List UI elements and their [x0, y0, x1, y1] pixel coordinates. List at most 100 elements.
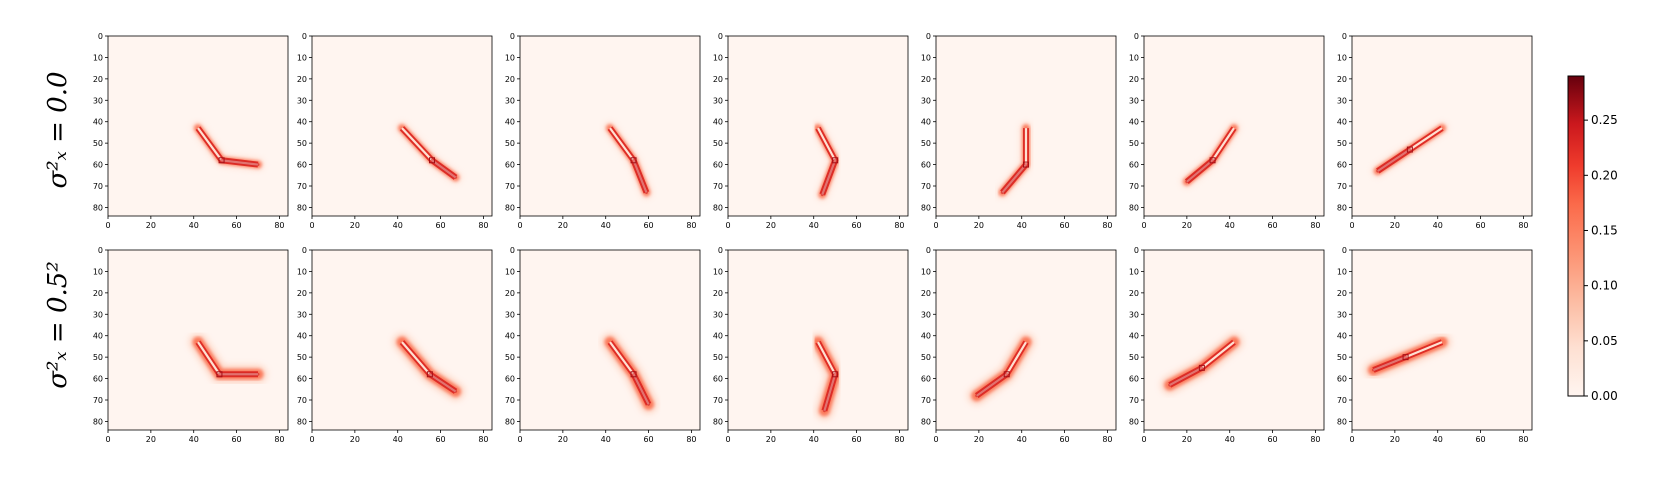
y-tick-label: 60	[1129, 375, 1139, 384]
x-tick-label: 0	[725, 435, 730, 444]
x-tick-label: 60	[851, 221, 861, 230]
x-tick-label: 0	[309, 221, 314, 230]
x-tick-label: 80	[478, 435, 488, 444]
y-tick-label: 50	[921, 139, 931, 148]
y-tick-label: 30	[713, 310, 723, 319]
y-tick-label: 40	[713, 118, 723, 127]
arm-distal	[1185, 158, 1215, 184]
x-tick-label: 80	[894, 435, 904, 444]
y-tick-label: 20	[713, 289, 723, 298]
x-tick-label: 20	[1390, 221, 1400, 230]
panel-frame	[935, 249, 1117, 431]
y-tick-label: 10	[297, 53, 307, 62]
y-tick-label: 30	[1129, 310, 1139, 319]
x-tick-label: 40	[393, 435, 403, 444]
panel-frame	[1351, 249, 1533, 431]
y-tick-label: 10	[505, 53, 515, 62]
y-tick-label: 40	[1129, 118, 1139, 127]
y-tick-label: 50	[1337, 353, 1347, 362]
arm-distal	[428, 372, 458, 393]
colorbar: 0.00 0.05 0.10 0.15 0.20 0.25	[1567, 75, 1618, 403]
y-tick-label: 0	[302, 246, 307, 255]
y-tick-label: 0	[1134, 32, 1139, 41]
x-tick-label: 20	[558, 221, 568, 230]
y-tick-label: 10	[921, 267, 931, 276]
y-tick-label: 60	[505, 161, 515, 170]
x-tick-label: 40	[1017, 435, 1027, 444]
row-label-text-1: σ²ₓ = 0.5²	[43, 261, 73, 389]
arm-distal	[632, 372, 651, 406]
row-label-text-0: σ²ₓ = 0.0	[43, 71, 73, 188]
y-tick-label: 50	[297, 139, 307, 148]
x-tick-label: 20	[766, 221, 776, 230]
arm-joint	[218, 157, 225, 164]
y-tick-label: 60	[921, 375, 931, 384]
y-tick-label: 70	[1337, 396, 1347, 405]
y-tick-label: 70	[1129, 182, 1139, 191]
x-tick-label: 40	[189, 221, 199, 230]
x-tick-label: 80	[274, 435, 284, 444]
y-tick-label: 10	[921, 53, 931, 62]
y-tick-label: 80	[1129, 417, 1139, 426]
y-tick-label: 50	[505, 353, 515, 362]
y-tick-label: 30	[297, 310, 307, 319]
y-tick-label: 50	[1129, 139, 1139, 148]
arm-joint	[1402, 354, 1409, 361]
x-tick-label: 20	[146, 435, 156, 444]
y-tick-label: 40	[505, 332, 515, 341]
arm-joint	[832, 371, 839, 378]
y-tick-label: 20	[1337, 289, 1347, 298]
x-tick-label: 20	[558, 435, 568, 444]
arm-distal	[820, 158, 837, 197]
panel-frame	[311, 249, 493, 431]
y-tick-label: 50	[921, 353, 931, 362]
y-tick-label: 10	[93, 53, 103, 62]
y-tick-label: 60	[1337, 161, 1347, 170]
x-tick-label: 80	[894, 221, 904, 230]
x-tick-label: 80	[274, 221, 284, 230]
y-tick-label: 50	[1337, 139, 1347, 148]
y-tick-label: 10	[93, 267, 103, 276]
y-tick-label: 60	[713, 161, 723, 170]
y-tick-label: 20	[713, 75, 723, 84]
x-tick-label: 0	[517, 221, 522, 230]
y-tick-label: 70	[505, 182, 515, 191]
y-tick-label: 40	[1337, 118, 1347, 127]
y-tick-label: 50	[713, 353, 723, 362]
panel-frame	[311, 35, 493, 217]
y-tick-label: 80	[1337, 417, 1347, 426]
arm-joint	[1003, 371, 1010, 378]
x-tick-label: 60	[1267, 435, 1277, 444]
y-tick-label: 40	[93, 118, 103, 127]
arm-distal	[1371, 355, 1408, 372]
y-tick-label: 70	[93, 396, 103, 405]
x-tick-label: 0	[933, 221, 938, 230]
y-tick-label: 70	[713, 182, 723, 191]
y-tick-label: 20	[1129, 75, 1139, 84]
y-tick-label: 20	[505, 75, 515, 84]
y-tick-label: 40	[505, 118, 515, 127]
arm-joint	[832, 157, 839, 164]
y-tick-label: 0	[1342, 32, 1347, 41]
y-tick-label: 60	[713, 375, 723, 384]
y-tick-label: 30	[1337, 310, 1347, 319]
y-tick-label: 80	[921, 417, 931, 426]
arm-distal	[220, 158, 260, 167]
y-tick-label: 30	[921, 96, 931, 105]
x-tick-label: 60	[1059, 221, 1069, 230]
y-tick-label: 10	[505, 267, 515, 276]
y-tick-label: 0	[302, 32, 307, 41]
arm-distal	[430, 158, 458, 179]
y-tick-label: 50	[93, 353, 103, 362]
arm-distal	[1000, 163, 1028, 194]
y-tick-label: 20	[505, 289, 515, 298]
arm-joint	[1023, 161, 1029, 168]
y-tick-label: 0	[926, 246, 931, 255]
